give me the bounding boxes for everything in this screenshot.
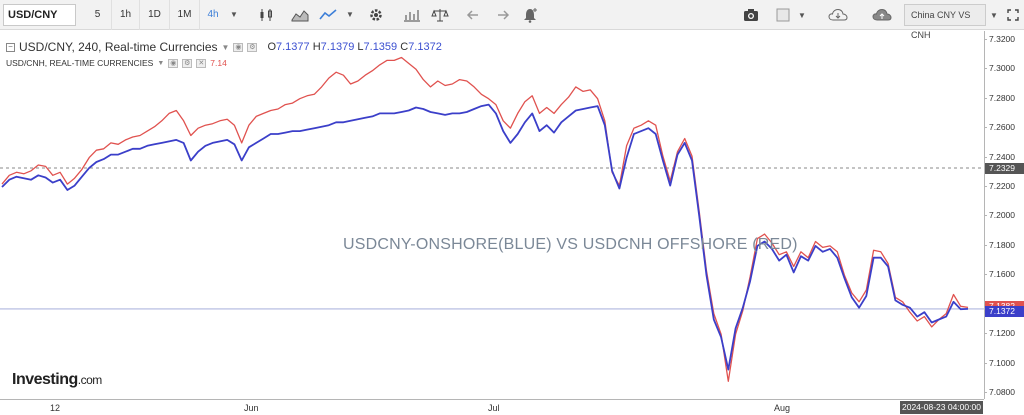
interval-dropdown-chevron-icon[interactable]: ▼ — [230, 10, 238, 19]
interval-1m[interactable]: 1M — [170, 0, 200, 30]
legend-title: USD/CNY, 240, Real-time Currencies — [19, 40, 218, 54]
y-tick-label: 7.2400 — [984, 151, 1015, 162]
crosshair-price-label: 7.2329 — [985, 162, 1024, 174]
toolbar: USD/CNY 5 1h 1D 1M 4h ▼ ▼ — [0, 0, 1024, 40]
high-label: H — [312, 41, 321, 53]
chart-type-chevron-icon[interactable]: ▼ — [346, 10, 354, 19]
compare-chevron-icon[interactable]: ▼ — [990, 10, 998, 20]
undo-icon[interactable] — [460, 0, 488, 30]
alert-bell-icon[interactable] — [516, 0, 544, 30]
compare-select[interactable]: China CNY VS CNH — [904, 4, 986, 40]
low-label: L — [357, 41, 364, 53]
gear-icon[interactable] — [362, 0, 390, 30]
close-label: C — [400, 41, 409, 53]
open-value: 7.1377 — [276, 41, 310, 53]
cursor-date-label: 2024-08-23 04:00:00 — [900, 401, 983, 414]
y-tick-label: 7.2000 — [984, 210, 1015, 221]
main-legend: − USD/CNY, 240, Real-time Currencies ▼ ◉… — [6, 40, 442, 54]
compare-legend-title: USD/CNH, REAL-TIME CURRENCIES — [6, 58, 154, 68]
logo-suffix: .com — [77, 373, 103, 387]
low-value: 7.1359 — [363, 41, 398, 53]
y-tick-label: 7.2600 — [984, 122, 1015, 133]
open-label: O — [267, 41, 276, 53]
area-chart-icon[interactable] — [286, 0, 314, 30]
price-chart[interactable] — [0, 31, 984, 399]
y-tick-label: 7.1200 — [984, 328, 1015, 339]
y-tick-label: 7.3000 — [984, 63, 1015, 74]
y-tick-label: 7.3200 — [984, 33, 1015, 44]
legend-chevron-icon[interactable]: ▼ — [221, 42, 230, 52]
time-axis[interactable]: 12 Jun Jul Aug — [0, 399, 984, 415]
settings-small-icon[interactable]: ⚙ — [247, 42, 258, 52]
toolbar-right: ▼ China CNY VS CNH ▼ — [734, 0, 1024, 40]
cloud-upload-icon[interactable] — [866, 0, 898, 30]
interval-1d[interactable]: 1D — [140, 0, 170, 30]
cloud-download-icon[interactable] — [822, 0, 854, 30]
layout-square-icon[interactable] — [772, 0, 794, 30]
collapse-legend-icon[interactable]: − — [6, 42, 15, 52]
balance-scale-icon[interactable] — [426, 0, 454, 30]
series-line-usdcnh — [1, 56, 969, 382]
y-tick-label: 7.1600 — [984, 269, 1015, 280]
usdcny-price-label: 7.1372 — [985, 305, 1024, 317]
series-line-usdcny — [1, 103, 969, 371]
ohlc-values: O7.1377 H7.1379 L7.1359 C7.1372 — [267, 41, 441, 53]
x-tick-12: 12 — [50, 403, 61, 413]
y-tick-label: 7.1800 — [984, 239, 1015, 250]
high-value: 7.1379 — [320, 41, 355, 53]
layout-chevron-icon[interactable]: ▼ — [798, 10, 806, 20]
price-axis[interactable]: 7.3200 7.3000 7.2800 7.2600 7.2400 7.2200 7.20… — [984, 31, 1024, 399]
close-value: 7.1372 — [408, 41, 442, 53]
axis-corner — [984, 399, 1024, 415]
interval-5[interactable]: 5 — [84, 0, 112, 30]
compare-legend-value: 7.14 — [210, 58, 227, 68]
redo-icon[interactable] — [488, 0, 516, 30]
symbol-input[interactable]: USD/CNY — [3, 3, 76, 26]
x-tick-jun: Jun — [244, 403, 259, 413]
y-tick-label: 7.2800 — [984, 92, 1015, 103]
compare-legend: USD/CNH, REAL-TIME CURRENCIES ▼ ◉ ⚙ ✕ 7.… — [6, 58, 227, 68]
compare-visibility-icon[interactable]: ◉ — [168, 58, 179, 68]
logo-name: Investing — [12, 371, 78, 388]
investing-logo: Investing.com — [12, 371, 102, 389]
chart-annotation: USDCNY-ONSHORE(BLUE) VS USDCNH OFFSHORE … — [343, 236, 798, 253]
camera-icon[interactable] — [734, 0, 768, 30]
y-tick-label: 7.1000 — [984, 357, 1015, 368]
y-tick-label: 7.2200 — [984, 181, 1015, 192]
visibility-icon[interactable]: ◉ — [233, 42, 244, 52]
series-layer — [1, 56, 969, 382]
compare-legend-chevron-icon[interactable]: ▼ — [157, 59, 165, 67]
interval-1h[interactable]: 1h — [112, 0, 140, 30]
compare-settings-icon[interactable]: ⚙ — [182, 58, 193, 68]
x-tick-aug: Aug — [774, 403, 791, 413]
indicators-icon[interactable] — [398, 0, 426, 30]
interval-4h[interactable]: 4h — [207, 9, 219, 20]
x-tick-jul: Jul — [488, 403, 500, 413]
compare-remove-icon[interactable]: ✕ — [196, 58, 207, 68]
fullscreen-icon[interactable] — [1002, 0, 1024, 30]
line-chart-icon[interactable] — [314, 0, 342, 30]
y-tick-label: 7.0800 — [984, 387, 1015, 398]
candlestick-icon[interactable] — [252, 0, 280, 30]
